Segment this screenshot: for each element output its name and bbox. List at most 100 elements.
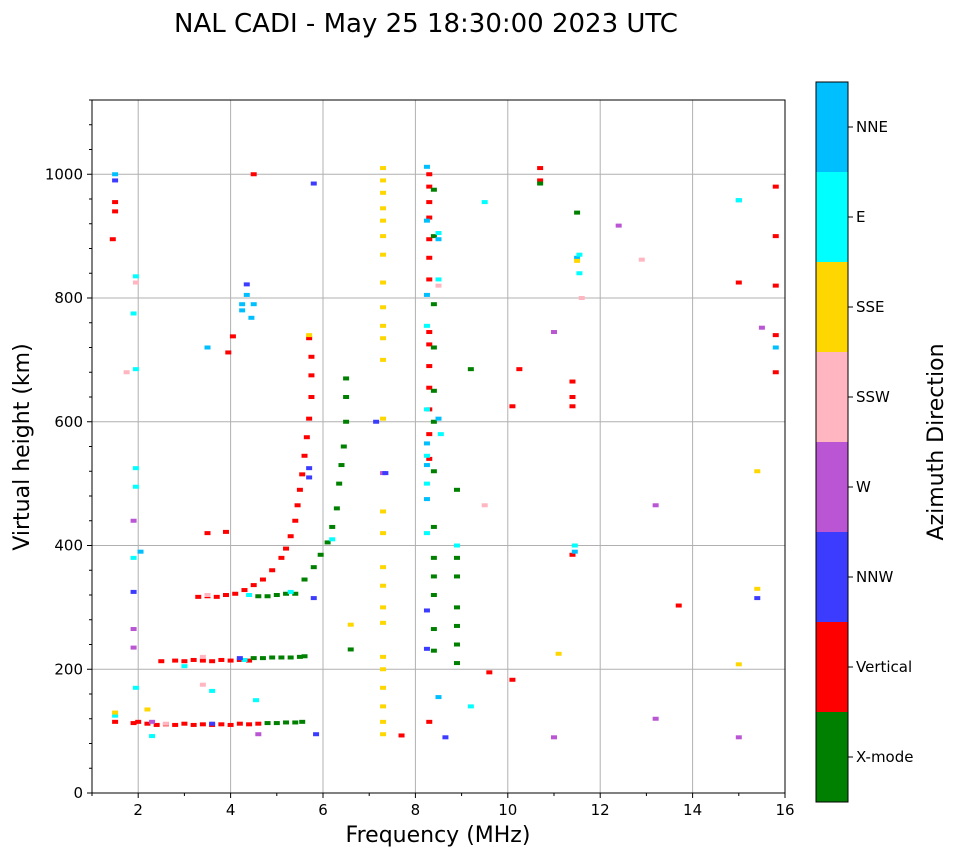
data-point-e <box>130 555 137 560</box>
data-point-vertical <box>195 594 202 599</box>
data-point-vertical <box>306 336 313 341</box>
data-point-vertical <box>675 603 682 608</box>
data-point-vertical <box>229 334 236 339</box>
data-point-x-mode <box>453 555 460 560</box>
data-point-vertical <box>426 184 433 189</box>
chart-title: NAL CADI - May 25 18:30:00 2023 UTC <box>174 9 678 39</box>
data-point-nne <box>571 549 578 554</box>
data-point-x-mode <box>287 655 294 660</box>
data-point-vertical <box>296 487 303 492</box>
data-point-vertical <box>426 255 433 260</box>
colorbar-swatch-nnw <box>816 532 848 623</box>
data-point-vertical <box>569 395 576 399</box>
data-point-vertical <box>209 659 216 664</box>
data-point-ssw <box>199 682 206 687</box>
data-point-vertical <box>537 178 544 183</box>
x-tick-label: 2 <box>133 801 143 819</box>
colorbar-swatch-w <box>816 442 848 533</box>
data-point-x-mode <box>430 574 437 579</box>
data-point-x-mode <box>264 594 271 599</box>
data-point-e <box>132 274 139 279</box>
data-point-x-mode <box>347 647 354 652</box>
data-point-nne <box>772 345 779 350</box>
data-point-vertical <box>227 658 234 663</box>
data-point-nnw <box>382 471 389 476</box>
data-point-vertical <box>294 503 301 508</box>
data-point-x-mode <box>296 654 303 659</box>
data-point-x-mode <box>574 210 581 215</box>
data-point-nne <box>248 315 255 320</box>
y-tick-label: 1000 <box>45 165 83 183</box>
data-point-x-mode <box>292 591 299 596</box>
data-point-sse <box>380 583 387 588</box>
data-point-ssw <box>204 593 211 597</box>
data-point-sse <box>380 509 387 514</box>
data-point-x-mode <box>430 648 437 653</box>
data-point-nnw <box>306 475 313 480</box>
data-point-nnw <box>754 596 761 601</box>
colorbar-label: Azimuth Direction <box>924 343 949 540</box>
data-point-e <box>132 466 139 471</box>
data-point-x-mode <box>430 555 437 560</box>
data-point-x-mode <box>343 419 350 424</box>
data-point-e <box>423 531 430 536</box>
colorbar-label-sse: SSE <box>856 298 885 316</box>
data-point-x-mode <box>336 481 343 486</box>
data-point-sse <box>380 704 387 709</box>
data-point-vertical <box>269 568 276 573</box>
data-point-vertical <box>735 280 742 285</box>
data-point-x-mode <box>292 720 299 725</box>
data-point-nne <box>239 308 246 313</box>
data-point-x-mode <box>430 187 437 192</box>
data-point-sse <box>380 620 387 625</box>
data-point-nnw <box>310 181 317 186</box>
data-point-sse <box>380 178 387 183</box>
data-point-nnw <box>112 178 119 183</box>
data-point-e <box>246 593 253 597</box>
data-point-sse <box>380 234 387 239</box>
data-point-vertical <box>426 342 433 347</box>
data-point-vertical <box>232 591 239 596</box>
data-point-e <box>209 688 216 693</box>
data-point-e <box>181 664 188 669</box>
data-point-x-mode <box>430 593 437 597</box>
data-point-nne <box>435 237 442 242</box>
data-point-e <box>287 589 294 594</box>
colorbar: NNE E SSE SSW W NNW Vertical X-mode <box>815 81 913 803</box>
data-point-sse <box>144 707 151 712</box>
data-point-vertical <box>308 395 315 399</box>
data-point-x-mode <box>343 376 350 381</box>
data-point-x-mode <box>301 577 308 582</box>
data-point-vertical <box>259 577 266 582</box>
data-point-sse <box>380 166 387 171</box>
data-point-vertical <box>426 172 433 177</box>
colorbar-label-vertical: Vertical <box>856 658 912 676</box>
data-point-vertical <box>772 184 779 189</box>
data-point-x-mode <box>333 506 340 511</box>
data-point-vertical <box>144 721 151 726</box>
data-point-e <box>435 231 442 236</box>
data-point-x-mode <box>317 552 324 557</box>
data-point-x-mode <box>273 593 280 597</box>
data-point-e <box>576 271 583 276</box>
data-point-vertical <box>308 354 315 359</box>
data-point-x-mode <box>324 540 331 545</box>
data-point-x-mode <box>259 656 266 661</box>
data-point-nne <box>435 416 442 421</box>
data-point-ssw <box>481 503 488 508</box>
data-point-nne <box>112 172 119 177</box>
data-point-vertical <box>246 722 253 727</box>
data-point-e <box>423 481 430 486</box>
data-point-vertical <box>283 546 290 551</box>
data-point-x-mode <box>430 388 437 393</box>
data-point-vertical <box>426 364 433 369</box>
data-point-sse <box>574 258 581 263</box>
data-point-nne <box>423 463 430 468</box>
data-point-nne <box>435 695 442 700</box>
colorbar-label-nne: NNE <box>856 118 888 136</box>
data-point-w <box>551 735 557 740</box>
data-point-e <box>453 543 460 548</box>
data-point-sse <box>380 685 387 690</box>
data-point-x-mode <box>453 487 460 492</box>
